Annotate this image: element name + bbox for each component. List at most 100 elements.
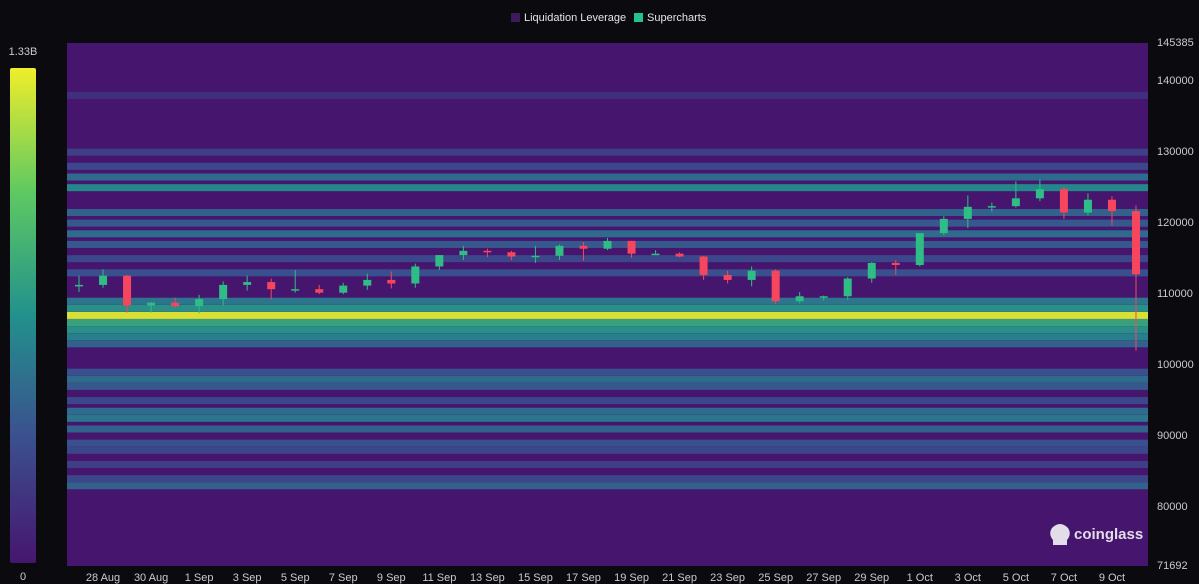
heat-band: [67, 148, 1148, 156]
x-tick-label: 7 Oct: [1051, 572, 1077, 584]
candle-body: [171, 302, 180, 307]
x-tick-label: 3 Sep: [233, 572, 262, 584]
candle-body: [99, 275, 108, 285]
candle-body: [579, 245, 588, 249]
candle-body: [891, 262, 900, 266]
x-tick-label: 13 Sep: [470, 572, 505, 584]
candle-body: [843, 278, 852, 297]
heat-band: [67, 311, 1148, 319]
candle-body: [819, 296, 828, 298]
x-tick-label: 9 Oct: [1099, 572, 1125, 584]
candle-body: [483, 250, 492, 253]
candle-body: [363, 279, 372, 286]
y-tick-label: 110000: [1157, 288, 1193, 300]
x-tick-label: 5 Sep: [281, 572, 310, 584]
y-tick-label: 145385: [1157, 37, 1194, 49]
x-tick-label: 17 Sep: [566, 572, 601, 584]
y-tick-label: 80000: [1157, 501, 1188, 513]
candle-body: [75, 284, 84, 287]
x-tick-label: 3 Oct: [955, 572, 981, 584]
candle-body: [219, 284, 228, 300]
candle-body: [459, 250, 468, 256]
legend-label: Supercharts: [647, 12, 707, 24]
logo: [1050, 524, 1070, 545]
heat-band: [67, 333, 1148, 341]
candle-body: [339, 285, 348, 293]
candle-body: [1131, 211, 1140, 275]
legend-label: Liquidation Leverage: [524, 12, 626, 24]
candle-body: [291, 289, 300, 291]
candle-body: [1083, 199, 1092, 213]
candle-body: [195, 299, 204, 307]
candle-body: [267, 282, 276, 290]
x-tick-label: 15 Sep: [518, 572, 553, 584]
colorbar-label: 1.33B: [9, 46, 38, 58]
candle-body: [387, 279, 396, 284]
heat-band: [67, 326, 1148, 334]
heat-band: [67, 269, 1148, 277]
x-tick-label: 1 Sep: [185, 572, 214, 584]
heat-band: [67, 319, 1148, 327]
heat-band: [67, 425, 1148, 433]
x-tick-label: 5 Oct: [1003, 572, 1029, 584]
x-tick-label: 25 Sep: [758, 572, 793, 584]
candle-body: [771, 270, 780, 302]
x-tick-label: 28 Aug: [86, 572, 120, 584]
x-tick-label: 29 Sep: [854, 572, 889, 584]
heat-band: [67, 255, 1148, 263]
candle-body: [723, 274, 732, 280]
candle-body: [867, 262, 876, 279]
x-tick-label: 23 Sep: [710, 572, 745, 584]
candles: [75, 179, 1140, 351]
heat-band: [67, 482, 1148, 490]
legend-swatch: [511, 13, 520, 22]
x-tick-label: 11 Sep: [422, 572, 456, 584]
candle-body: [123, 275, 132, 306]
legend: Liquidation Leverage Supercharts: [511, 12, 707, 24]
candle-body: [1107, 199, 1116, 212]
candle-body: [939, 218, 948, 234]
x-tick-label: 30 Aug: [134, 572, 168, 584]
y-tick-label: 130000: [1157, 146, 1194, 158]
candle-body: [963, 206, 972, 219]
candle-body: [627, 240, 636, 254]
watermark-text: coinglass: [1074, 526, 1143, 543]
heat-band: [67, 407, 1148, 415]
y-tick-label: 71692: [1157, 560, 1188, 572]
heat-band: [67, 91, 1148, 99]
heat-band: [67, 414, 1148, 422]
x-tick-label: 27 Sep: [806, 572, 841, 584]
heat-band: [67, 368, 1148, 376]
candle-body: [1035, 189, 1044, 199]
candle-body: [675, 253, 684, 257]
heat-band: [67, 184, 1148, 192]
heat-band: [67, 230, 1148, 238]
x-tick-label: 9 Sep: [377, 572, 406, 584]
heat-band: [67, 162, 1148, 170]
candle-body: [147, 302, 156, 306]
candle-body: [507, 252, 516, 257]
heat-band: [67, 446, 1148, 454]
heat-band: [67, 375, 1148, 383]
candle-body: [1011, 198, 1020, 207]
x-tick-label: 19 Sep: [614, 572, 649, 584]
heat-band: [67, 304, 1148, 312]
legend-swatch: [634, 13, 643, 22]
y-tick-label: 140000: [1157, 75, 1194, 87]
heat-band: [67, 460, 1148, 468]
y-tick-label: 100000: [1157, 359, 1194, 371]
candle-body: [411, 266, 420, 284]
candle-body: [555, 245, 564, 256]
y-tick-label: 120000: [1157, 217, 1194, 229]
candle-body: [651, 253, 660, 256]
candle-body: [435, 255, 444, 267]
heat-band: [67, 340, 1148, 348]
heat-band: [67, 209, 1148, 217]
x-tick-label: 21 Sep: [662, 572, 697, 584]
y-tick-label: 90000: [1157, 430, 1188, 442]
heat-band: [67, 297, 1148, 305]
x-tick-label: 1 Oct: [907, 572, 933, 584]
heat-band: [67, 173, 1148, 181]
colorbar-label: 0: [20, 571, 26, 583]
